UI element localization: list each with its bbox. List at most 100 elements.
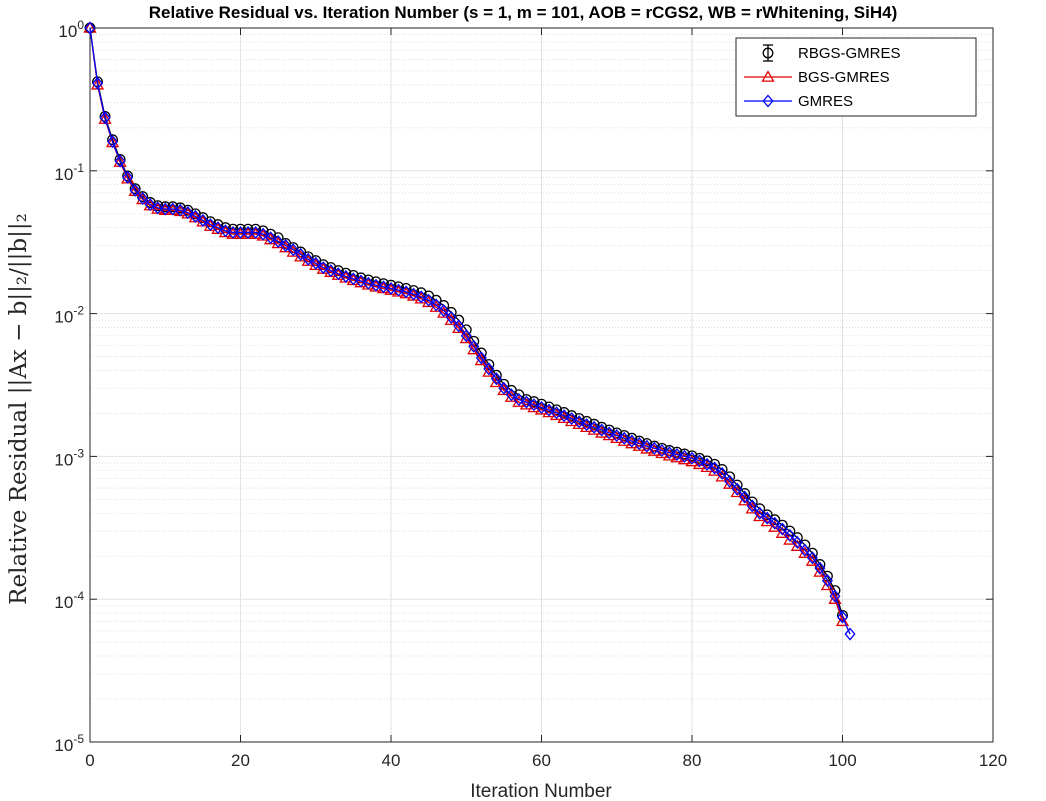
x-tick-label: 20 — [231, 751, 250, 770]
data-point — [686, 451, 698, 465]
series-rbgs-gmres — [84, 22, 848, 621]
x-tick-label: 0 — [85, 751, 94, 770]
data-point — [693, 454, 706, 468]
data-point — [317, 261, 329, 275]
data-point — [806, 551, 818, 565]
data-point — [212, 221, 224, 235]
data-point — [701, 457, 713, 471]
data-point — [438, 304, 450, 318]
data-point — [784, 528, 796, 542]
legend-label: BGS-GMRES — [798, 69, 890, 86]
data-point — [189, 209, 201, 223]
data-point — [528, 398, 540, 412]
y-tick-label: 10-3 — [54, 446, 84, 469]
x-tick-label: 120 — [979, 751, 1007, 770]
data-point — [392, 283, 405, 297]
data-point — [656, 443, 668, 457]
data-point — [272, 234, 284, 248]
data-point — [197, 213, 209, 227]
data-point — [536, 398, 547, 410]
series-layer — [83, 21, 856, 641]
data-point — [836, 610, 849, 624]
major-grid — [89, 27, 994, 743]
data-point — [355, 274, 367, 288]
data-point — [686, 450, 698, 462]
data-point — [280, 238, 292, 252]
data-point — [566, 410, 578, 422]
legend-item-gmres: GMRES — [744, 93, 853, 110]
data-point — [814, 561, 826, 575]
data-point — [776, 522, 788, 536]
y-axis-label: Relative Residual ||Ax − b||₂/||b||₂ — [6, 213, 32, 605]
data-point — [739, 488, 751, 499]
data-point — [107, 135, 119, 149]
data-point — [513, 393, 525, 407]
data-point — [265, 231, 277, 245]
data-point — [528, 396, 540, 408]
data-point — [618, 431, 630, 445]
legend-marker — [762, 47, 774, 59]
data-point — [844, 627, 856, 641]
data-point — [709, 461, 721, 475]
x-tick-label: 60 — [532, 751, 551, 770]
y-tick-label: 10-1 — [54, 161, 84, 184]
legend-label: RBGS-GMRES — [798, 45, 901, 62]
data-point — [551, 404, 563, 416]
data-point — [543, 403, 555, 417]
data-point — [475, 351, 487, 365]
data-point — [641, 439, 653, 453]
data-point — [709, 458, 721, 470]
data-point — [362, 276, 374, 290]
data-point — [257, 227, 269, 241]
data-point — [137, 191, 149, 203]
data-point — [144, 198, 156, 212]
data-point — [648, 441, 660, 455]
data-point — [596, 421, 608, 433]
series-bgs-gmres — [83, 21, 850, 627]
data-point — [679, 448, 690, 460]
data-point — [310, 256, 322, 270]
data-point — [227, 225, 239, 239]
data-point — [611, 429, 623, 443]
data-point — [385, 281, 397, 295]
data-point — [167, 202, 179, 216]
data-point — [302, 252, 314, 266]
data-point — [182, 206, 194, 220]
data-point — [588, 420, 600, 434]
data-point — [287, 243, 299, 257]
axis-ticks: 0 20 40 60 80 100 120 100 10-1 10-2 10-3 10-4 10-5 — [54, 18, 1007, 770]
data-point — [724, 474, 736, 488]
data-point — [775, 526, 789, 538]
data-point — [799, 543, 811, 557]
data-point — [746, 499, 758, 513]
data-point — [671, 448, 683, 462]
y-tick-label: 10-5 — [54, 732, 84, 755]
data-point — [581, 415, 593, 427]
data-point — [340, 269, 352, 283]
data-point — [791, 535, 803, 549]
data-point — [535, 400, 548, 415]
data-point — [490, 372, 502, 386]
data-point — [370, 278, 382, 292]
data-point — [453, 319, 465, 333]
x-axis-label: Iteration Number — [470, 781, 612, 801]
data-point — [694, 452, 705, 464]
data-point — [498, 381, 510, 395]
y-tick-label: 10-2 — [54, 304, 84, 327]
data-point — [332, 267, 344, 281]
data-point — [678, 449, 691, 463]
data-point — [122, 170, 134, 184]
chart-title: Relative Residual vs. Iteration Number (… — [149, 3, 898, 22]
data-point — [430, 298, 442, 312]
y-tick-label: 10-4 — [54, 589, 84, 612]
data-point — [159, 202, 171, 216]
data-point — [84, 21, 96, 35]
data-point — [505, 388, 517, 402]
data-point — [423, 293, 435, 307]
data-point — [543, 401, 555, 413]
data-point — [99, 111, 111, 125]
data-point — [483, 362, 495, 376]
data-point — [558, 409, 570, 423]
data-point — [633, 437, 645, 451]
